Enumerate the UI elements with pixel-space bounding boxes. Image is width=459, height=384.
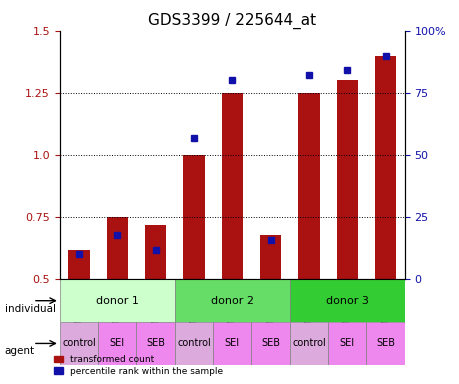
Bar [106,217,128,279]
Text: donor 1: donor 1 [95,296,139,306]
Text: control: control [291,338,325,348]
FancyBboxPatch shape [98,322,136,365]
Text: control: control [62,338,95,348]
FancyBboxPatch shape [174,279,289,322]
Text: SEB: SEB [146,338,165,348]
Text: donor 3: donor 3 [325,296,368,306]
Text: agent: agent [5,346,34,356]
FancyBboxPatch shape [289,322,327,365]
FancyBboxPatch shape [60,279,174,322]
FancyBboxPatch shape [60,322,98,365]
FancyBboxPatch shape [289,279,404,322]
Text: individual: individual [5,304,56,314]
Bar [221,93,242,279]
FancyBboxPatch shape [251,322,289,365]
Text: SEI: SEI [339,338,354,348]
Bar [183,155,204,279]
Text: SEB: SEB [375,338,394,348]
Text: SEI: SEI [224,338,239,348]
FancyBboxPatch shape [366,322,404,365]
FancyBboxPatch shape [327,322,366,365]
Bar [374,56,395,279]
Text: SEB: SEB [261,338,280,348]
FancyBboxPatch shape [136,322,174,365]
Text: SEI: SEI [110,338,124,348]
FancyBboxPatch shape [213,322,251,365]
Text: donor 2: donor 2 [210,296,253,306]
Bar [68,250,90,279]
Bar [145,225,166,279]
Title: GDS3399 / 225644_at: GDS3399 / 225644_at [148,13,316,29]
Bar [336,80,357,279]
Text: control: control [177,338,210,348]
Legend: transformed count, percentile rank within the sample: transformed count, percentile rank withi… [50,352,227,379]
Bar [259,235,280,279]
Bar [298,93,319,279]
FancyBboxPatch shape [174,322,213,365]
